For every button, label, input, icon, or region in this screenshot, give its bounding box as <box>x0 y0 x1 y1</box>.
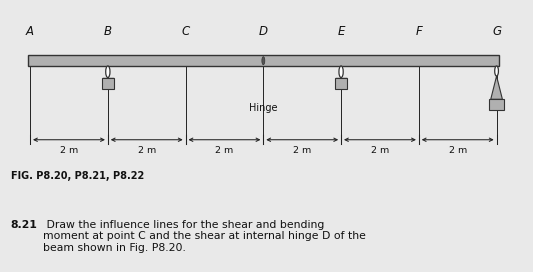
Bar <box>102 78 114 89</box>
Text: 2 m: 2 m <box>293 146 311 155</box>
Text: 2 m: 2 m <box>449 146 467 155</box>
Polygon shape <box>491 76 503 99</box>
Text: B: B <box>104 24 112 38</box>
Circle shape <box>495 66 498 76</box>
Text: C: C <box>181 24 190 38</box>
Text: D: D <box>259 24 268 38</box>
Circle shape <box>339 66 343 78</box>
Bar <box>28 55 498 66</box>
Text: E: E <box>337 24 345 38</box>
Text: F: F <box>415 24 422 38</box>
Text: 2 m: 2 m <box>60 146 78 155</box>
Text: 2 m: 2 m <box>215 146 233 155</box>
Text: 8.21: 8.21 <box>11 220 37 230</box>
Circle shape <box>262 57 265 65</box>
Text: Draw the influence lines for the shear and bending
moment at point C and the she: Draw the influence lines for the shear a… <box>43 220 366 253</box>
Text: 2 m: 2 m <box>138 146 156 155</box>
Circle shape <box>106 66 110 78</box>
Text: A: A <box>26 24 34 38</box>
Bar <box>335 78 347 89</box>
Bar <box>489 99 504 110</box>
Text: G: G <box>492 24 501 38</box>
Text: FIG. P8.20, P8.21, P8.22: FIG. P8.20, P8.21, P8.22 <box>11 171 144 181</box>
Text: 2 m: 2 m <box>371 146 389 155</box>
Text: Hinge: Hinge <box>249 103 278 113</box>
